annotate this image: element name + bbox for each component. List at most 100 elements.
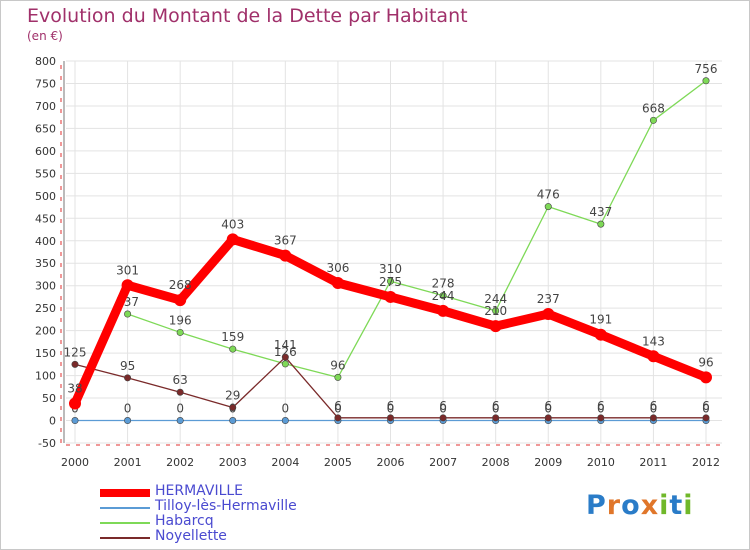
data-label: 0: [176, 402, 184, 416]
x-tick-label: 2002: [166, 456, 194, 469]
data-label: 29: [225, 388, 240, 402]
data-point: [597, 414, 605, 422]
x-tick-label: 2000: [61, 456, 89, 469]
data-point: [439, 292, 447, 300]
legend-item: HERMAVILLE: [100, 483, 330, 501]
y-tick-label: 500: [35, 190, 56, 203]
data-label: 476: [537, 188, 560, 202]
data-label: 191: [589, 313, 612, 327]
data-label: 268: [169, 278, 192, 292]
data-label: 437: [589, 205, 612, 219]
x-tick-label: 2009: [534, 456, 562, 469]
data-point: [226, 233, 239, 246]
data-label: 310: [379, 262, 402, 276]
data-label: 95: [120, 359, 135, 373]
data-point: [281, 417, 289, 425]
data-point: [386, 277, 394, 285]
data-label: 63: [173, 373, 188, 387]
y-tick-label: 450: [35, 212, 56, 225]
y-tick-label: 750: [35, 77, 56, 90]
data-label: 96: [698, 355, 713, 369]
data-label: 6: [387, 399, 395, 413]
data-label: 143: [642, 334, 665, 348]
data-point: [437, 304, 450, 317]
data-label: 0: [650, 402, 658, 416]
data-label: 210: [484, 304, 507, 318]
x-tick-label: 2012: [692, 456, 720, 469]
data-label: 6: [334, 399, 342, 413]
legend-swatch: [100, 489, 150, 497]
legend-label: HERMAVILLE: [155, 483, 244, 499]
x-tick-label: 2007: [429, 456, 457, 469]
data-label: 403: [221, 217, 244, 231]
data-label: 125: [64, 345, 87, 359]
data-label: 244: [432, 289, 455, 303]
data-label: 0: [282, 402, 290, 416]
data-point: [229, 417, 237, 425]
data-label: 159: [221, 330, 244, 344]
data-point: [597, 220, 605, 228]
data-point: [176, 417, 184, 425]
data-point: [384, 290, 397, 303]
data-label: 301: [116, 263, 139, 277]
data-label: 6: [650, 399, 658, 413]
data-label: 141: [274, 338, 297, 352]
x-tick-label: 2010: [587, 456, 615, 469]
data-point: [176, 328, 184, 336]
data-label: 668: [642, 101, 665, 115]
data-point: [334, 373, 342, 381]
y-tick-label: 700: [35, 100, 56, 113]
data-label: 367: [274, 234, 297, 248]
data-point: [594, 328, 607, 341]
data-point: [489, 320, 502, 333]
data-point: [542, 308, 555, 321]
data-point: [700, 371, 712, 384]
data-point: [386, 414, 394, 422]
legend-swatch: [100, 522, 150, 524]
y-tick-label: 550: [35, 167, 56, 180]
data-point: [331, 277, 344, 290]
x-tick-label: 2005: [324, 456, 352, 469]
data-point: [544, 414, 552, 422]
data-point: [492, 307, 500, 315]
y-tick-label: 650: [35, 122, 56, 135]
y-tick-label: 100: [35, 370, 56, 383]
legend-item: Habarcq: [100, 513, 330, 531]
x-tick-label: 2008: [482, 456, 510, 469]
data-point: [124, 417, 132, 425]
data-label: 756: [695, 62, 718, 76]
y-tick-label: 50: [42, 392, 56, 405]
y-tick-label: 300: [35, 280, 56, 293]
y-tick-label: 250: [35, 302, 56, 315]
data-point: [124, 374, 132, 382]
data-label: 196: [169, 313, 192, 327]
data-label: 275: [379, 275, 402, 289]
legend-label: Tilloy-lès-Hermaville: [155, 498, 297, 514]
data-point: [71, 360, 79, 368]
data-label: 244: [484, 292, 507, 306]
y-tick-label: 600: [35, 145, 56, 158]
legend-label: Habarcq: [155, 513, 214, 529]
y-tick-label: 350: [35, 257, 56, 270]
data-point: [281, 353, 289, 361]
data-label: 126: [274, 345, 297, 359]
data-label: 6: [492, 399, 500, 413]
series-line-habarcq: [126, 80, 707, 379]
proxiti-logo: Proxiti: [586, 490, 694, 521]
data-point: [229, 403, 237, 411]
data-label: 6: [439, 399, 447, 413]
data-point: [124, 310, 132, 318]
chart-subtitle: (en €): [27, 29, 63, 43]
data-point: [71, 417, 79, 425]
data-point: [647, 350, 660, 363]
data-point: [702, 414, 710, 422]
data-point: [281, 360, 289, 368]
data-label: 0: [124, 402, 132, 416]
y-tick-label: 200: [35, 325, 56, 338]
data-point: [174, 294, 187, 307]
data-label: 6: [702, 399, 710, 413]
data-label: 6: [597, 399, 605, 413]
y-tick-label: 0: [49, 415, 56, 428]
data-label: 306: [326, 261, 349, 275]
